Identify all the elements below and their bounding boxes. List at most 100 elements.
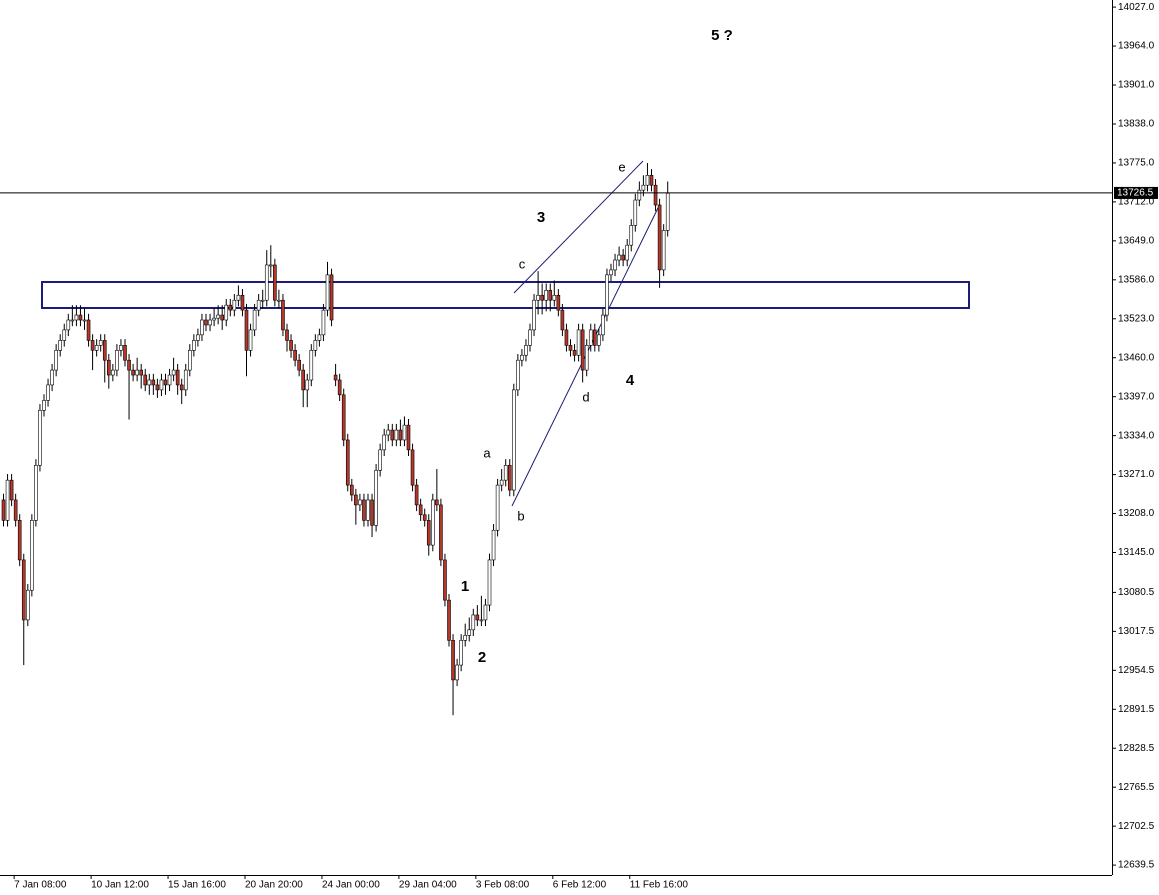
candle-body	[155, 384, 160, 391]
candle	[657, 198, 662, 288]
candle-body	[430, 499, 435, 546]
x-tick-label: 15 Jan 16:00	[168, 880, 226, 891]
candle	[479, 595, 484, 627]
candle	[9, 473, 14, 507]
candle-body	[293, 350, 297, 361]
candle-body	[345, 439, 350, 486]
candle-body	[212, 317, 216, 321]
candle	[268, 245, 273, 278]
candle	[301, 363, 306, 408]
candle-body	[200, 319, 204, 336]
candle	[511, 383, 516, 497]
candle-body	[390, 429, 395, 441]
candle	[252, 303, 257, 337]
wave-label: b	[517, 508, 524, 523]
candle	[94, 339, 99, 357]
candle-body	[325, 274, 330, 311]
candle	[212, 308, 216, 327]
candle-body	[625, 244, 630, 261]
y-tick-label: 13964.0	[1118, 41, 1155, 52]
candle	[503, 459, 508, 487]
candle	[188, 344, 192, 377]
candle	[38, 404, 42, 472]
candle	[285, 323, 289, 352]
candle-body	[236, 294, 241, 301]
candle	[325, 261, 330, 317]
candle-body	[629, 225, 634, 246]
candle	[601, 308, 605, 342]
candle-body	[66, 319, 71, 331]
wave-label: d	[582, 389, 589, 404]
candle-body	[260, 299, 265, 302]
candle-body	[21, 559, 26, 621]
candle-body	[297, 359, 301, 371]
candle-body	[406, 424, 411, 451]
candle	[5, 473, 10, 527]
candle-body	[228, 304, 233, 311]
y-tick-label: 13649.0	[1118, 235, 1155, 246]
candle-body	[256, 299, 261, 311]
candle-body	[13, 499, 18, 521]
candle	[277, 289, 281, 309]
y-tick-label: 13712.0	[1118, 197, 1155, 208]
candle	[414, 478, 419, 512]
candle-body	[135, 369, 139, 376]
candle	[131, 363, 135, 382]
candle	[629, 219, 634, 252]
candle-body	[317, 334, 322, 341]
candle-body	[443, 559, 447, 601]
candle	[633, 193, 638, 232]
candle	[451, 634, 455, 716]
candle	[111, 363, 115, 382]
candle	[313, 334, 318, 357]
last-price-label: 13726.5	[1117, 188, 1154, 199]
candle-body	[341, 394, 346, 441]
candle-body	[107, 359, 111, 376]
candle-body	[78, 314, 83, 321]
candle-body	[321, 309, 326, 336]
y-tick-label: 13208.0	[1118, 508, 1155, 519]
trend-line	[513, 160, 644, 294]
candle-body	[422, 514, 427, 521]
candle	[528, 323, 532, 352]
candle-body	[414, 484, 419, 506]
candle	[341, 388, 346, 447]
candle-body	[264, 264, 269, 301]
candle-body	[653, 184, 658, 206]
candle	[556, 289, 561, 317]
candle	[62, 323, 67, 347]
candle	[1, 493, 6, 527]
candle	[139, 363, 143, 389]
y-tick-label: 12765.5	[1118, 782, 1155, 793]
candle	[46, 378, 50, 407]
candle	[406, 418, 411, 457]
candle-body	[224, 304, 229, 321]
candle-body	[167, 374, 172, 386]
wave-label: 5 ?	[711, 27, 733, 44]
candle	[86, 313, 91, 347]
candle-body	[54, 350, 58, 371]
candle	[564, 323, 569, 352]
candle	[289, 334, 293, 358]
candle-body	[576, 329, 581, 356]
candle-body	[568, 345, 573, 351]
candle-body	[98, 340, 103, 346]
resistance-zone	[41, 281, 970, 309]
candle-body	[378, 449, 382, 471]
candle-body	[171, 369, 176, 376]
candle-body	[520, 354, 524, 361]
candle-body	[329, 274, 334, 321]
candle-body	[192, 340, 196, 351]
candle	[665, 181, 670, 237]
candle	[402, 416, 407, 447]
candle-body	[38, 409, 42, 466]
candle	[507, 459, 512, 497]
candle-body	[528, 329, 532, 346]
candle	[430, 493, 435, 552]
candle	[78, 305, 83, 327]
candle	[382, 428, 387, 457]
candle	[224, 298, 229, 327]
candle-body	[244, 309, 249, 351]
candle	[42, 394, 46, 417]
candle-body	[163, 379, 168, 386]
